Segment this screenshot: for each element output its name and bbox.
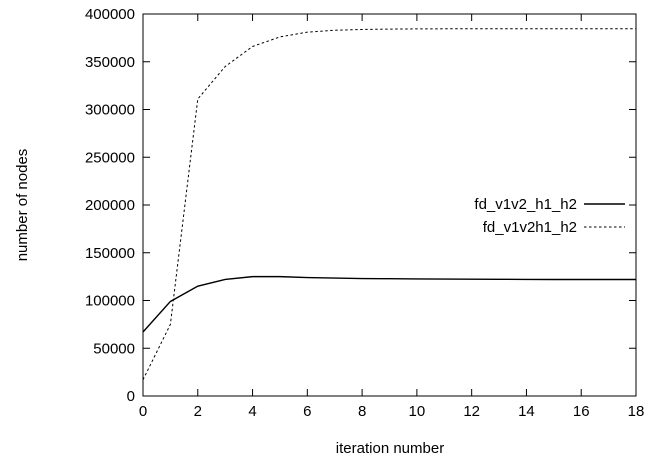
y-tick-label: 400000 [85, 6, 135, 23]
ticks: 0 2 4 6 8 10 12 14 16 18 0 50000 100000 150000 200000 2… [85, 6, 644, 420]
x-tick-label: 0 [139, 403, 147, 420]
legend-label: fd_v1v2_h1_h2 [474, 196, 577, 213]
series-lines [142, 28, 637, 380]
series-line-fd_v1v2_h1_h2 [142, 275, 636, 333]
legend: fd_v1v2_h1_h2 fd_v1v2h1_h2 [474, 196, 625, 236]
x-tick-label: 2 [194, 403, 202, 420]
y-tick-label: 150000 [85, 245, 135, 262]
y-tick-label: 250000 [85, 149, 135, 166]
x-axis-label: iteration number [336, 440, 444, 457]
y-tick-label: 300000 [85, 102, 135, 119]
x-tick-label: 10 [409, 403, 426, 420]
x-tick-label: 12 [463, 403, 480, 420]
legend-label: fd_v1v2h1_h2 [483, 219, 577, 236]
y-tick-label: 200000 [85, 197, 135, 214]
x-tick-label: 18 [628, 403, 645, 420]
x-tick-label: 6 [303, 403, 311, 420]
x-tick-label: 8 [358, 403, 366, 420]
y-tick-label: 350000 [85, 54, 135, 71]
x-tick-label: 16 [573, 403, 590, 420]
y-tick-label: 100000 [85, 293, 135, 310]
y-axis-label: number of nodes [14, 149, 31, 262]
x-tick-label: 4 [248, 403, 256, 420]
x-tick-label: 14 [518, 403, 535, 420]
y-tick-label: 50000 [93, 340, 135, 357]
y-tick-label: 0 [127, 388, 135, 405]
